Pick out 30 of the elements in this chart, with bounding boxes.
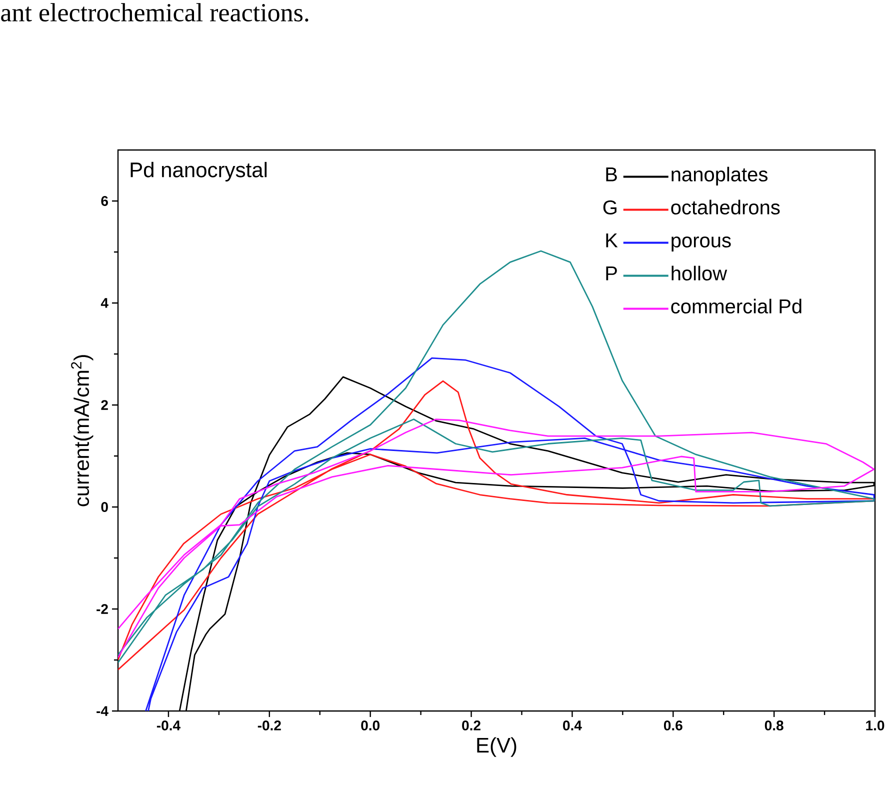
legend-label: nanoplates <box>672 166 768 186</box>
y-tick-label: 2 <box>101 400 108 410</box>
x-tick-label: 0.2 <box>462 720 480 730</box>
legend-label: octahedrons <box>671 200 780 214</box>
legend-label: commercial Pd <box>671 298 802 314</box>
line-series <box>118 418 875 658</box>
y-tick-label: 4 <box>100 298 108 308</box>
x-tick-label: 0.4 <box>563 720 582 730</box>
x-tick-label: 0.6 <box>664 720 682 730</box>
x-tick-label: 1.0 <box>866 720 884 730</box>
legend-label: porous <box>672 236 731 252</box>
y-tick-label: -4 <box>96 706 108 716</box>
x-axis-title: E(V) <box>477 737 516 757</box>
x-tick-label: 0.0 <box>361 720 380 730</box>
annotation: G <box>603 200 616 214</box>
annotation: K <box>606 234 618 248</box>
y-axis-title: current(mA/cm$^{2}$) <box>71 355 94 506</box>
annotation: B <box>606 168 617 182</box>
text: Pd nanocrystal <box>130 162 267 182</box>
line-series <box>118 250 875 664</box>
x-tick-label: -0.4 <box>156 720 180 730</box>
x-tick-label: -0.2 <box>258 720 281 730</box>
line-series <box>118 380 875 670</box>
y-tick-label: 0 <box>101 502 108 512</box>
x-tick-label: 0.8 <box>764 720 784 730</box>
annotation: P <box>606 266 617 280</box>
y-tick-label: -2 <box>96 604 108 614</box>
legend-label: hollow <box>672 266 728 280</box>
text: ant electrochemical reactions. <box>1 3 308 22</box>
y-tick-label: 6 <box>101 196 108 206</box>
